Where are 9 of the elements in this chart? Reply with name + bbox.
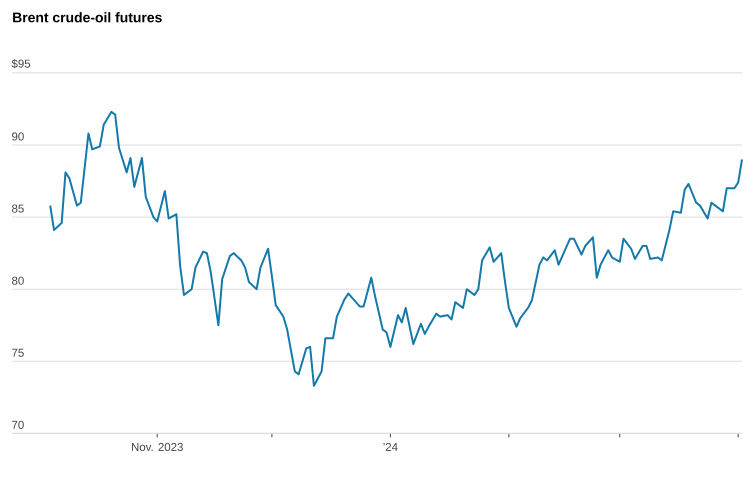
y-tick-label: $95: [12, 58, 30, 68]
x-tick-label: ’24: [383, 442, 398, 451]
x-tick-label: Nov. 2023: [132, 442, 183, 451]
y-tick-label: 80: [12, 276, 24, 285]
y-tick-label: 70: [12, 420, 24, 429]
chart-title: Brent crude-oil futures: [13, 12, 162, 22]
y-tick-label: 75: [12, 348, 24, 357]
y-tick-label: 90: [12, 132, 24, 140]
y-tick-label: 85: [12, 204, 24, 212]
